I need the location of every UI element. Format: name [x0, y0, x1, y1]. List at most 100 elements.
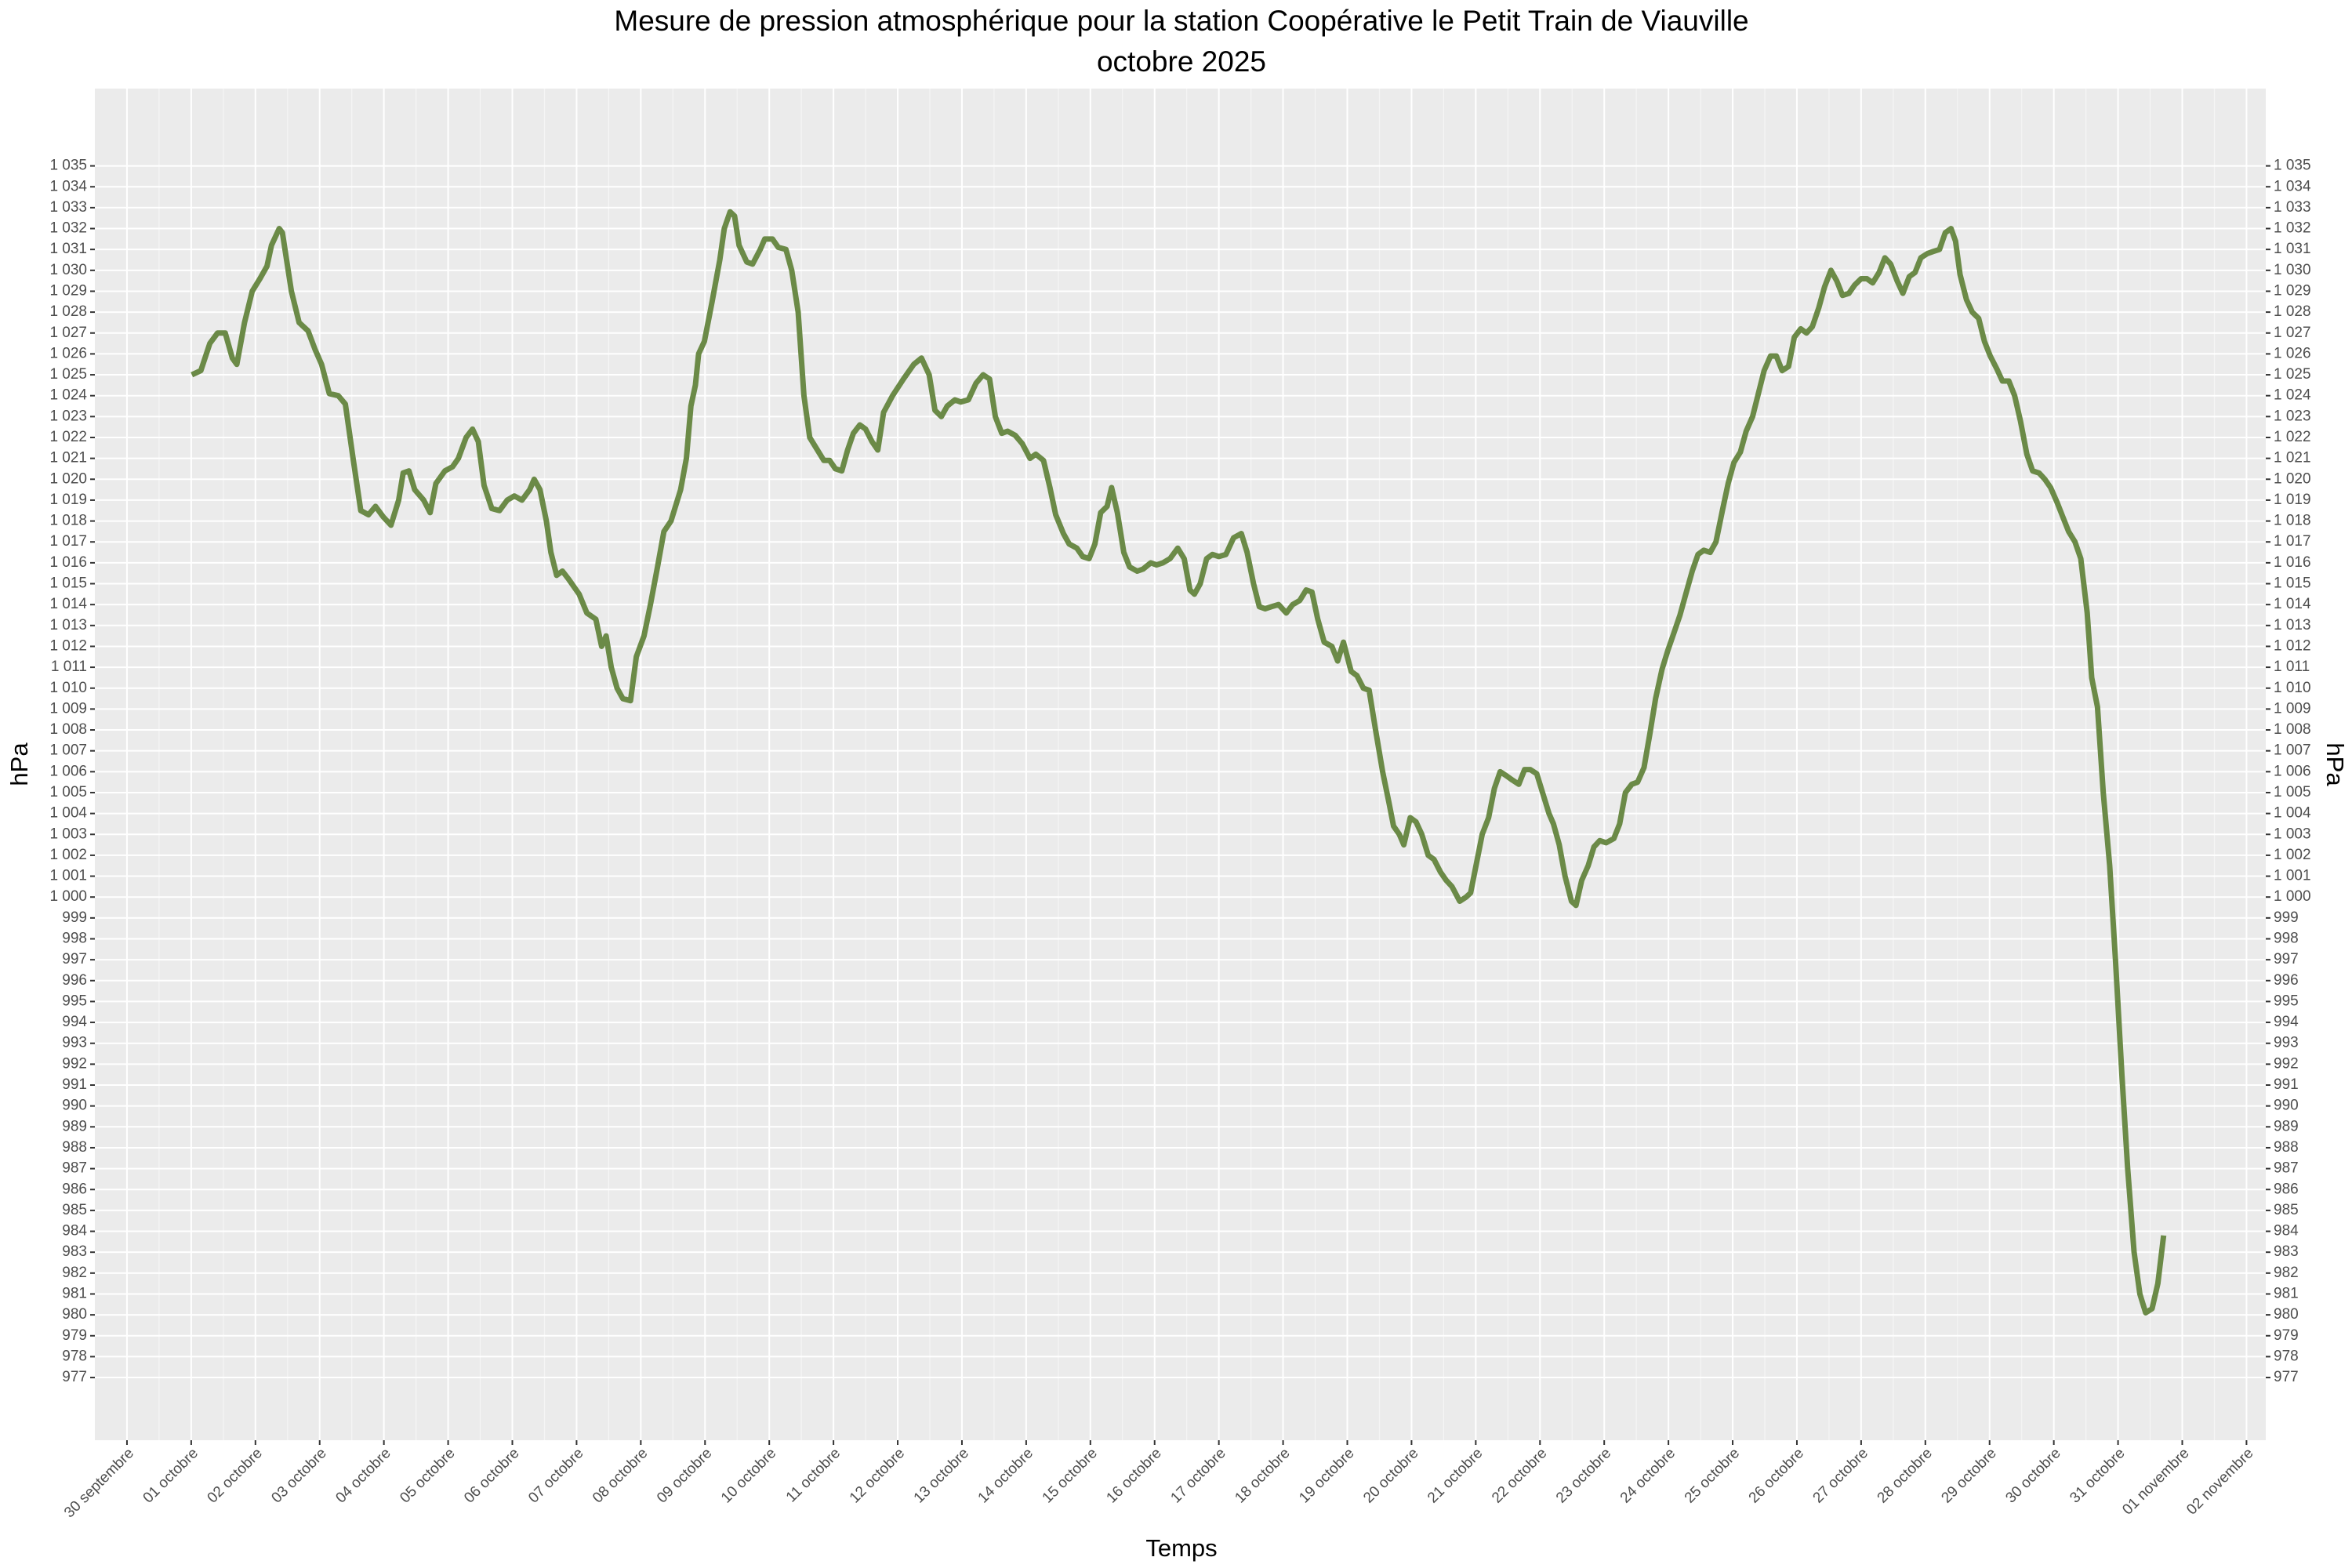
y-tick-label: 989 — [62, 1118, 87, 1134]
chart-subtitle: octobre 2025 — [1097, 45, 1266, 78]
y2-tick-label: 978 — [2274, 1348, 2299, 1364]
y2-tick-label: 983 — [2274, 1243, 2299, 1260]
y2-tick-label: 1 016 — [2274, 554, 2311, 571]
y2-tick-label: 1 014 — [2274, 596, 2311, 612]
y2-tick-label: 1 015 — [2274, 575, 2311, 592]
y-tick-label: 1 020 — [49, 470, 87, 487]
y2-tick-label: 979 — [2274, 1327, 2299, 1344]
y-tick-label: 1 029 — [49, 282, 87, 299]
y2-tick-label: 1 020 — [2274, 470, 2311, 487]
y-tick-label: 1 035 — [49, 158, 87, 174]
y2-tick-label: 1 005 — [2274, 784, 2311, 800]
y2-tick-label: 1 004 — [2274, 805, 2311, 822]
y2-tick-label: 1 010 — [2274, 680, 2311, 696]
y-tick-label: 997 — [62, 951, 87, 967]
y-tick-label: 1 033 — [49, 199, 87, 216]
y2-tick-label: 1 013 — [2274, 617, 2311, 633]
y-tick-label: 987 — [62, 1160, 87, 1177]
y-tick-label: 1 015 — [49, 575, 87, 592]
y2-tick-label: 984 — [2274, 1223, 2299, 1240]
y-tick-label: 1 025 — [49, 366, 87, 383]
y2-tick-label: 1 000 — [2274, 888, 2311, 905]
y-tick-label: 1 028 — [49, 303, 87, 320]
y-tick-label: 988 — [62, 1139, 87, 1156]
y-tick-label: 992 — [62, 1055, 87, 1072]
y2-tick-label: 993 — [2274, 1035, 2299, 1051]
y-tick-label: 1 005 — [49, 784, 87, 800]
y2-tick-label: 977 — [2274, 1369, 2299, 1385]
y2-tick-label: 1 006 — [2274, 763, 2311, 779]
y-tick-label: 1 002 — [49, 847, 87, 863]
y-tick-label: 1 018 — [49, 513, 87, 529]
y-tick-label: 1 010 — [49, 680, 87, 696]
y-tick-label: 993 — [62, 1035, 87, 1051]
y-tick-label: 1 022 — [49, 429, 87, 445]
y-tick-label: 1 021 — [49, 450, 87, 466]
y2-tick-label: 1 019 — [2274, 492, 2311, 508]
y-tick-label: 1 013 — [49, 617, 87, 633]
y-tick-label: 1 011 — [51, 659, 87, 675]
y2-tick-label: 986 — [2274, 1181, 2299, 1197]
y2-tick-label: 995 — [2274, 993, 2299, 1009]
y-tick-label: 981 — [62, 1285, 87, 1301]
plot-panel — [95, 89, 2266, 1440]
y-tick-label: 1 019 — [49, 492, 87, 508]
y-tick-label: 1 031 — [49, 241, 87, 257]
y2-tick-label: 998 — [2274, 931, 2299, 947]
y-tick-label: 982 — [62, 1265, 87, 1281]
y2-tick-label: 1 033 — [2274, 199, 2311, 216]
y2-tick-label: 1 030 — [2274, 262, 2311, 278]
y2-tick-label: 1 024 — [2274, 387, 2311, 404]
y-tick-label: 1 004 — [49, 805, 87, 822]
y-tick-label: 1 006 — [49, 763, 87, 779]
y2-tick-label: 989 — [2274, 1118, 2299, 1134]
y-tick-label: 1 027 — [49, 325, 87, 341]
y2-tick-label: 1 021 — [2274, 450, 2311, 466]
y2-tick-label: 1 029 — [2274, 282, 2311, 299]
y-tick-label: 1 026 — [49, 345, 87, 361]
y-tick-label: 986 — [62, 1181, 87, 1197]
y-tick-label: 984 — [62, 1223, 87, 1240]
y2-tick-label: 1 026 — [2274, 345, 2311, 361]
y-tick-label: 979 — [62, 1327, 87, 1344]
y2-axis-title: hPa — [2321, 742, 2349, 786]
y-tick-label: 1 030 — [49, 262, 87, 278]
y2-tick-label: 996 — [2274, 972, 2299, 989]
y-tick-label: 980 — [62, 1306, 87, 1323]
y2-tick-label: 1 008 — [2274, 721, 2311, 738]
y2-tick-label: 1 027 — [2274, 325, 2311, 341]
y2-tick-label: 990 — [2274, 1098, 2299, 1114]
y2-tick-label: 980 — [2274, 1306, 2299, 1323]
y2-tick-label: 1 007 — [2274, 742, 2311, 759]
data-line — [191, 209, 2167, 1316]
y2-tick-label: 1 011 — [2274, 659, 2310, 675]
y-tick-label: 1 016 — [49, 554, 87, 571]
y-tick-label: 1 001 — [49, 868, 87, 884]
y-tick-label: 991 — [62, 1076, 87, 1093]
y-tick-label: 1 017 — [49, 533, 87, 550]
y2-tick-label: 994 — [2274, 1014, 2299, 1030]
y2-tick-label: 987 — [2274, 1160, 2299, 1177]
y2-tick-label: 988 — [2274, 1139, 2299, 1156]
y2-tick-label: 1 025 — [2274, 366, 2311, 383]
y2-tick-label: 1 022 — [2274, 429, 2311, 445]
y-tick-label: 1 034 — [49, 178, 87, 194]
x-axis-title: Temps — [1145, 1534, 1217, 1562]
y-tick-label: 978 — [62, 1348, 87, 1364]
y2-tick-label: 991 — [2274, 1076, 2299, 1093]
chart-title: Mesure de pression atmosphérique pour la… — [614, 5, 1748, 37]
y2-tick-label: 1 017 — [2274, 533, 2311, 550]
y-tick-label: 1 003 — [49, 826, 87, 842]
y2-tick-label: 1 012 — [2274, 637, 2311, 654]
y-tick-label: 985 — [62, 1202, 87, 1218]
y-tick-label: 1 009 — [49, 700, 87, 717]
y2-tick-label: 1 032 — [2274, 220, 2311, 237]
y2-tick-label: 1 018 — [2274, 513, 2311, 529]
y-tick-label: 983 — [62, 1243, 87, 1260]
y-tick-label: 1 012 — [49, 637, 87, 654]
y-tick-label: 977 — [62, 1369, 87, 1385]
y2-tick-label: 1 009 — [2274, 700, 2311, 717]
y2-tick-label: 1 031 — [2274, 241, 2311, 257]
y-tick-label: 999 — [62, 909, 87, 926]
